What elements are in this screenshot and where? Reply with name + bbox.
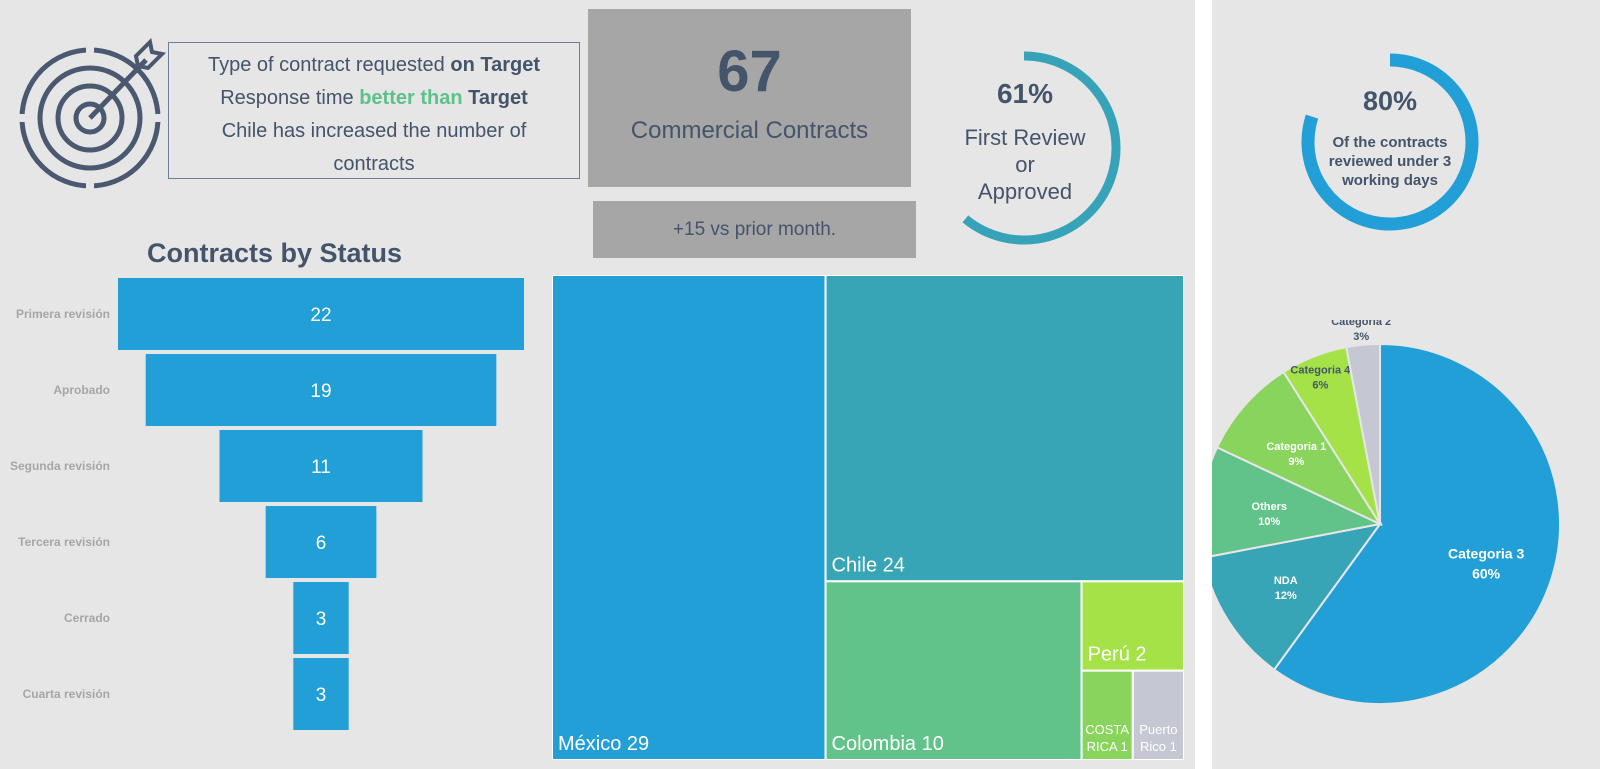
kpi-card: 67 Commercial Contracts [588, 9, 911, 187]
first-review-line-3: Approved [977, 179, 1073, 204]
review-days-line-1: Of the contracts [1332, 134, 1448, 151]
pie-label: Categoria 3 60% [1448, 545, 1524, 581]
treemap-tile [552, 275, 827, 760]
funnel-bar [293, 582, 349, 654]
first-review-ring [962, 51, 1121, 245]
first-review-line-2: or [1015, 152, 1035, 177]
pie-slice [1215, 370, 1383, 527]
kpi-label: Commercial Contracts [630, 117, 869, 144]
first-review-ring-arc [962, 51, 1121, 245]
highlight-line-2: Response time better than Target [220, 87, 528, 109]
review-days-line-2: reviewed under 3 [1328, 153, 1452, 170]
first-review-percent: 61% [996, 78, 1054, 109]
pie-label: Categoria 4 6% [1290, 364, 1351, 391]
funnel-bar [293, 658, 349, 730]
highlights-box: Type of contract requested on Target Res… [168, 42, 580, 179]
funnel-value-label: 3 [316, 685, 327, 706]
target-icon [18, 37, 167, 191]
review-days-ring [1301, 53, 1479, 231]
funnel-category-label: Primera revisión [16, 307, 110, 321]
review-days-ring-label: 80% Of the contracts reviewed under 3 wo… [1310, 86, 1470, 190]
treemap-label: Puerto Rico 1 [1139, 722, 1177, 754]
funnel-category-label: Segunda revisión [10, 459, 110, 473]
pie-label: NDA 12% [1274, 575, 1298, 602]
kpi-value: 67 [717, 39, 782, 104]
pie-slice [1212, 446, 1384, 558]
treemap-label: Chile 24 [832, 554, 905, 576]
review-days-percent: 80% [1362, 86, 1418, 116]
treemap-tile [824, 275, 1184, 583]
pie-label: Categoria 2 3% [1331, 320, 1391, 343]
review-days-line-3: working days [1342, 172, 1438, 189]
funnel-chart: 22 Primera revisión 19 Aprobado 11 Segunda re… [10, 278, 524, 730]
first-review-ring-label: 61% First Review or Approved [940, 78, 1110, 205]
highlight-line-1: Type of contract requested on Target [207, 54, 540, 76]
pie-chart: Categoria 3 60% NDA 12% Others 10% Categoria 1… [1212, 320, 1561, 705]
highlight-line-4: contracts [333, 153, 415, 175]
funnel-category-label: Cuarta revisión [23, 687, 110, 701]
funnel-chart-title: Contracts by Status [147, 238, 403, 268]
funnel-value-label: 22 [310, 305, 331, 326]
treemap-label: COSTA RICA 1 [1085, 722, 1129, 754]
treemap-label: Perú 2 [1088, 644, 1147, 666]
funnel-value-label: 3 [316, 609, 327, 630]
funnel-value-label: 19 [310, 381, 331, 402]
treemap-label: Colombia 10 [832, 733, 944, 755]
funnel-bar [219, 430, 423, 502]
pie-slice [1272, 342, 1561, 705]
funnel-bar [145, 354, 497, 426]
pie-label: Others 10% [1252, 501, 1287, 528]
funnel-category-label: Tercera revisión [18, 535, 110, 549]
funnel-category-label: Cerrado [64, 611, 110, 625]
funnel-value-label: 6 [316, 533, 327, 554]
pie-label: Categoria 1 9% [1266, 441, 1326, 468]
review-days-ring-arc [1301, 53, 1479, 231]
funnel-category-label: Aprobado [53, 383, 110, 397]
funnel-bar [265, 506, 377, 578]
first-review-line-1: First Review [964, 125, 1086, 150]
funnel-bar [118, 278, 524, 350]
kpi-delta: +15 vs prior month. [593, 201, 916, 258]
funnel-value-label: 11 [311, 457, 331, 478]
pie-slice [1345, 342, 1381, 525]
pie-slice [1212, 522, 1383, 672]
treemap-chart: México 29 Chile 24 Colombia 10 Perú 2 COSTA R… [552, 275, 1184, 760]
treemap-label: México 29 [558, 733, 649, 755]
treemap-tile [1080, 669, 1134, 760]
highlight-line-3: Chile has increased the number of [221, 120, 527, 142]
